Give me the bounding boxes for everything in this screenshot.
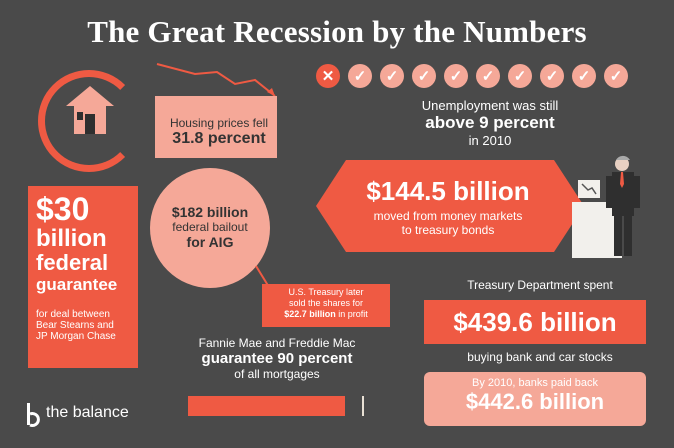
guarantee-small1: for deal between	[36, 309, 110, 320]
aig-line3: for AIG	[186, 234, 234, 250]
x-mark-icon: ✕	[316, 64, 340, 88]
guarantee-big3: federal	[36, 250, 109, 275]
guarantee-big2: billion	[36, 225, 107, 252]
payback-box: By 2010, banks paid back $442.6 billion	[424, 372, 646, 426]
treasury-note-line2: sold the shares for	[288, 298, 364, 308]
unemployment-marks: ✕ ✓ ✓ ✓ ✓ ✓ ✓ ✓ ✓ ✓	[316, 64, 636, 88]
guarantee-panel	[28, 186, 138, 368]
guarantee-small3: JP Morgan Chase	[36, 331, 116, 342]
unemployment-text: Unemployment was still above 9 percent i…	[380, 98, 600, 148]
check-mark-icon: ✓	[348, 64, 372, 88]
page-title: The Great Recession by the Numbers	[87, 14, 587, 49]
check-mark-icon: ✓	[508, 64, 532, 88]
check-mark-icon: ✓	[572, 64, 596, 88]
guarantee-big4: guarantee	[36, 275, 118, 294]
payback-line1: By 2010, banks paid back	[472, 377, 598, 389]
unemployment-line3: in 2010	[468, 133, 512, 148]
fannie-line3: of all mortgages	[234, 367, 320, 381]
aig-text: $182 billion federal bailout for AIG	[150, 204, 270, 250]
money-arrow	[316, 160, 584, 252]
fannie-text: Fannie Mae and Freddie Mac guarantee 90 …	[172, 336, 382, 381]
mortgage-bar-track	[188, 396, 364, 416]
housing-bars	[155, 96, 277, 158]
treasury-spent-line2: buying bank and car stocks	[467, 350, 613, 364]
fannie-line1: Fannie Mae and Freddie Mac	[198, 336, 356, 350]
man-at-desk-illustration	[572, 155, 640, 258]
house-icon	[66, 86, 114, 134]
check-mark-icon: ✓	[540, 64, 564, 88]
treasury-spent-box: $439.6 billion	[424, 300, 646, 344]
check-mark-icon: ✓	[604, 64, 628, 88]
treasury-note-line1: U.S. Treasury later	[288, 287, 364, 297]
guarantee-text: $30 billion federal guarantee for deal b…	[36, 192, 148, 342]
housing-text: Housing prices fell 31.8 percent	[150, 116, 288, 148]
housing-line2: 31.8 percent	[172, 130, 266, 147]
treasury-note: U.S. Treasury later sold the shares for …	[262, 284, 390, 327]
downtrend-line-icon	[156, 63, 276, 97]
aig-line2: federal bailout	[172, 220, 248, 234]
check-mark-icon: ✓	[444, 64, 468, 88]
guarantee-big1: $30	[36, 191, 90, 227]
guarantee-small2: Bear Stearns and	[36, 320, 114, 331]
housing-line1: Housing prices fell	[169, 116, 269, 130]
money-big: $144.5 billion	[366, 176, 530, 206]
housing-ring	[38, 70, 140, 172]
aig-line1: $182 billion	[171, 204, 249, 220]
fannie-line2: guarantee 90 percent	[201, 350, 353, 367]
mortgage-bar-fill	[188, 396, 345, 416]
brand-name: the balance	[46, 404, 129, 421]
unemployment-line1: Unemployment was still	[421, 98, 559, 113]
money-line2: to treasury bonds	[401, 223, 495, 237]
treasury-note-bold: $22.7 billion	[284, 309, 336, 319]
treasury-note-tail: in profit	[335, 309, 368, 319]
check-mark-icon: ✓	[412, 64, 436, 88]
check-mark-icon: ✓	[380, 64, 404, 88]
aig-circle	[150, 168, 270, 288]
payback-big: $442.6 billion	[465, 389, 605, 414]
money-text: $144.5 billion moved from money markets …	[322, 176, 574, 237]
money-line1: moved from money markets	[373, 209, 523, 223]
check-mark-icon: ✓	[476, 64, 500, 88]
unemployment-line2: above 9 percent	[425, 113, 555, 132]
treasury-spent-big: $439.6 billion	[453, 307, 617, 337]
treasury-spent-line1: Treasury Department spent	[467, 278, 613, 292]
treasury-note-line3: $22.7 billion in profit	[262, 309, 390, 320]
balance-logo-icon	[27, 403, 40, 427]
